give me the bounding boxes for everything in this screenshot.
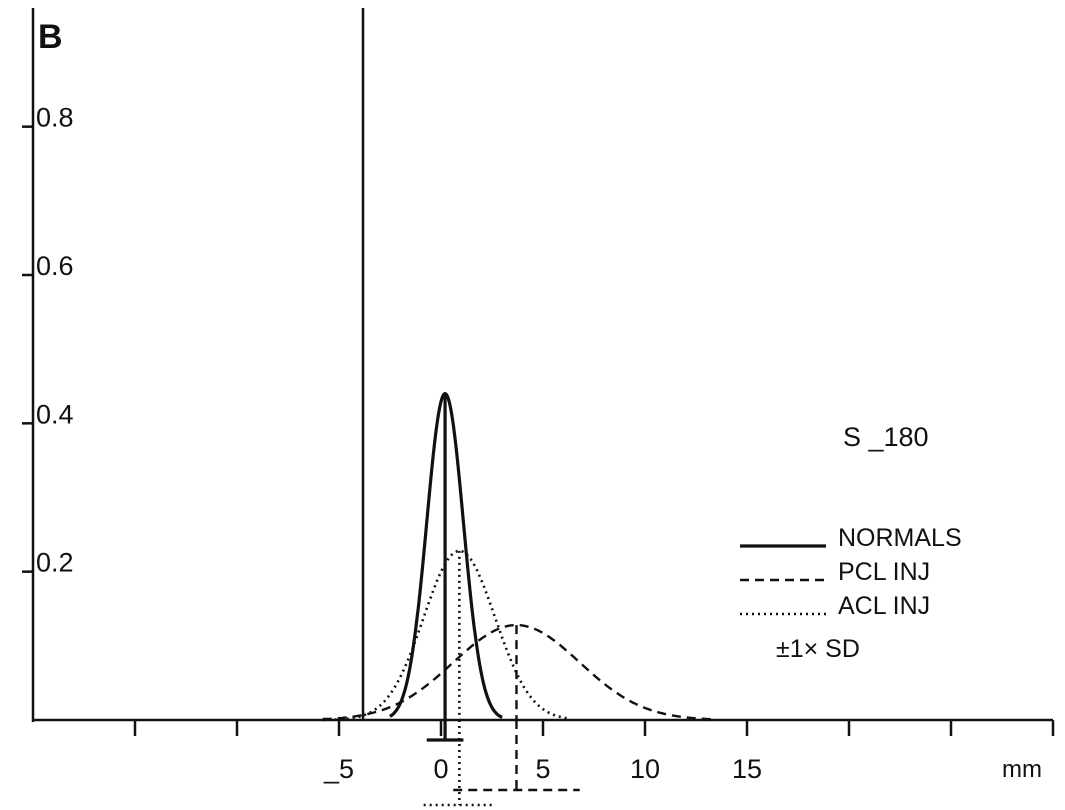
y-tick-label: 0.6 (36, 251, 74, 281)
x-tick-label: 0 (433, 754, 448, 784)
legend: NORMALS PCL INJ ACL INJ ±1× SD (740, 524, 962, 663)
legend-label-acl-inj: ACL INJ (838, 592, 930, 620)
series-curves (322, 392, 717, 722)
sd-markers (423, 720, 580, 807)
legend-label-sd: ±1× SD (776, 635, 860, 663)
x-tick-label: 10 (630, 754, 660, 784)
y-ticks: 0.2 0.4 0.6 0.8 (22, 103, 74, 578)
annotation-s180: S _180 (843, 422, 929, 452)
x-ticks: _5 0 5 10 15 (133, 720, 1055, 784)
series-line-pcl-inj (322, 623, 717, 721)
panel-label: B (38, 18, 63, 56)
legend-label-normals: NORMALS (838, 524, 962, 552)
x-tick-label: 15 (732, 754, 762, 784)
x-axis-unit-label: mm (1002, 756, 1042, 783)
y-tick-label: 0.2 (36, 548, 74, 578)
x-tick-label: 5 (535, 754, 550, 784)
x-tick-label: _5 (323, 754, 354, 784)
y-tick-label: 0.8 (36, 103, 74, 133)
y-tick-label: 0.4 (36, 399, 74, 429)
legend-label-pcl-inj: PCL INJ (838, 558, 930, 586)
